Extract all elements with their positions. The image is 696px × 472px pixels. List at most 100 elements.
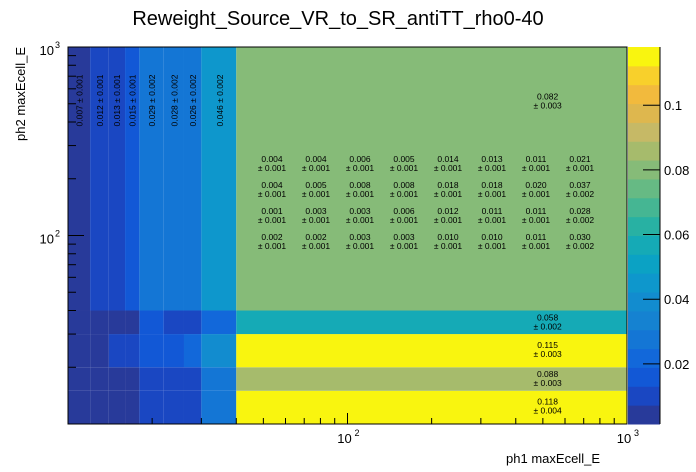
cell-value-label: 0.005 ± 0.001: [390, 154, 419, 173]
cell-value: 0.011: [482, 206, 503, 216]
heatmap-cell: [139, 47, 164, 311]
cell-value-label: 0.006 ± 0.001: [390, 206, 419, 225]
cell-value-label: 0.005 ± 0.001: [302, 180, 331, 199]
cell-error: ± 0.001: [258, 163, 287, 173]
cell-value-label: 0.018 ± 0.001: [478, 180, 507, 199]
cell-value-label: 0.002 ± 0.001: [302, 232, 331, 251]
cell-error: ± 0.002: [533, 321, 562, 331]
cell-value-label: 0.003 ± 0.001: [346, 206, 375, 225]
heatmap-cell: [125, 367, 140, 391]
heatmap-cell: [139, 390, 164, 424]
cell-value-label: 0.010 ± 0.001: [478, 232, 507, 251]
cell-value: 0.011: [526, 154, 547, 164]
heatmap-cell: [68, 334, 91, 368]
cell-value-label: 0.003 ± 0.001: [390, 232, 419, 251]
cell-error: ± 0.001: [522, 215, 551, 225]
colorbar-band: [628, 216, 660, 236]
heatmap-cell: [108, 367, 126, 391]
y-axis-label: ph2 maxEcell_E: [13, 47, 28, 141]
heatmap-cell: [90, 367, 109, 391]
cell-value-label: 0.028 ± 0.002: [169, 74, 179, 126]
cell-value-label: 0.118 ± 0.004: [533, 397, 562, 416]
heatmap-cell: [90, 310, 109, 335]
cell-value-label: 0.003 ± 0.001: [302, 206, 331, 225]
cell-value-label: 0.008 ± 0.001: [390, 180, 419, 199]
cell-value-label: 0.003 ± 0.001: [346, 232, 375, 251]
cell-value: 0.021: [569, 154, 591, 164]
cell-value: 0.012: [437, 206, 459, 216]
cell-error: ± 0.001: [522, 163, 551, 173]
colorbar-band: [628, 197, 660, 218]
heatmap-cell: [183, 334, 202, 368]
cell-error: ± 0.001: [478, 241, 507, 251]
cell-value-label: 0.018 ± 0.001: [434, 180, 463, 199]
cell-value-label: 0.010 ± 0.001: [434, 232, 463, 251]
cell-value: 0.011: [526, 232, 547, 242]
cell-error: ± 0.002: [566, 241, 595, 251]
x-tick-exponent: 2: [355, 428, 360, 438]
cell-value: 0.002: [261, 232, 283, 242]
colorbar-band: [628, 292, 660, 312]
heatmap-cell: [68, 47, 91, 311]
colorbar-band: [628, 329, 660, 350]
cell-error: ± 0.001: [346, 163, 375, 173]
cell-value-label: 0.082 ± 0.003: [533, 92, 562, 111]
heatmap-cell: [201, 310, 237, 335]
cell-error: ± 0.001: [478, 163, 507, 173]
cell-error: ± 0.001: [566, 163, 595, 173]
colorbar-band: [628, 47, 660, 67]
cell-error: ± 0.003: [533, 378, 562, 388]
cell-value: 0.001: [261, 206, 283, 216]
cell-value-label: 0.020 ± 0.001: [522, 180, 551, 199]
chart-title: Reweight_Source_VR_to_SR_antiTT_rho0-40: [132, 8, 543, 30]
colorbar-band: [628, 405, 660, 425]
heatmap-cell: [108, 334, 126, 368]
heatmap-cell: [108, 47, 126, 311]
cell-value: 0.006: [393, 206, 415, 216]
colorbar-band: [628, 386, 660, 406]
x-axis-label: ph1 maxEcell_E: [506, 451, 600, 466]
cell-error: ± 0.001: [390, 241, 419, 251]
heatmap-cell: [68, 367, 91, 391]
cell-value-label: 0.021 ± 0.001: [566, 154, 595, 173]
cell-value-label: 0.037 ± 0.002: [566, 180, 595, 199]
cell-value: 0.008: [349, 180, 371, 190]
cell-value: 0.004: [261, 180, 283, 190]
cell-error: ± 0.001: [258, 215, 287, 225]
cell-value-label: 0.029 ± 0.002: [147, 74, 157, 126]
cell-value-label: 0.011 ± 0.001: [522, 154, 551, 173]
cell-value: 0.003: [393, 232, 415, 242]
colorbar-tick-label: 0.02: [664, 357, 689, 372]
cell-value: 0.005: [305, 180, 327, 190]
heatmap-cell: [68, 390, 91, 424]
heatmap-cell: [201, 390, 237, 424]
colorbar-tick-label: 0.1: [664, 98, 682, 113]
cell-error: ± 0.002: [169, 74, 179, 103]
x-tick-exponent: 3: [634, 428, 639, 438]
cell-error: ± 0.001: [302, 241, 331, 251]
colorbar-band: [628, 235, 660, 255]
cell-value: 0.015: [127, 103, 137, 127]
cell-value: 0.118: [537, 397, 558, 407]
cell-error: ± 0.003: [533, 349, 562, 359]
colorbar-band: [628, 103, 660, 123]
cell-value: 0.037: [569, 180, 591, 190]
cell-error: ± 0.001: [346, 241, 375, 251]
colorbar-band: [628, 254, 660, 274]
cell-value: 0.028: [569, 206, 591, 216]
y-tick-exponent: 2: [55, 229, 60, 239]
cell-error: ± 0.001: [434, 189, 463, 199]
colorbar-tick-label: 0.06: [664, 228, 689, 243]
cell-value: 0.006: [349, 154, 371, 164]
cell-error: ± 0.001: [302, 189, 331, 199]
cell-error: ± 0.001: [478, 215, 507, 225]
cell-value: 0.013: [112, 103, 122, 127]
cell-value-label: 0.007 ± 0.001: [75, 74, 85, 126]
cell-value: 0.004: [305, 154, 327, 164]
cell-value-label: 0.028 ± 0.002: [566, 206, 595, 225]
cell-error: ± 0.002: [566, 189, 595, 199]
cell-error: ± 0.001: [346, 189, 375, 199]
cell-value-label: 0.001 ± 0.001: [258, 206, 287, 225]
